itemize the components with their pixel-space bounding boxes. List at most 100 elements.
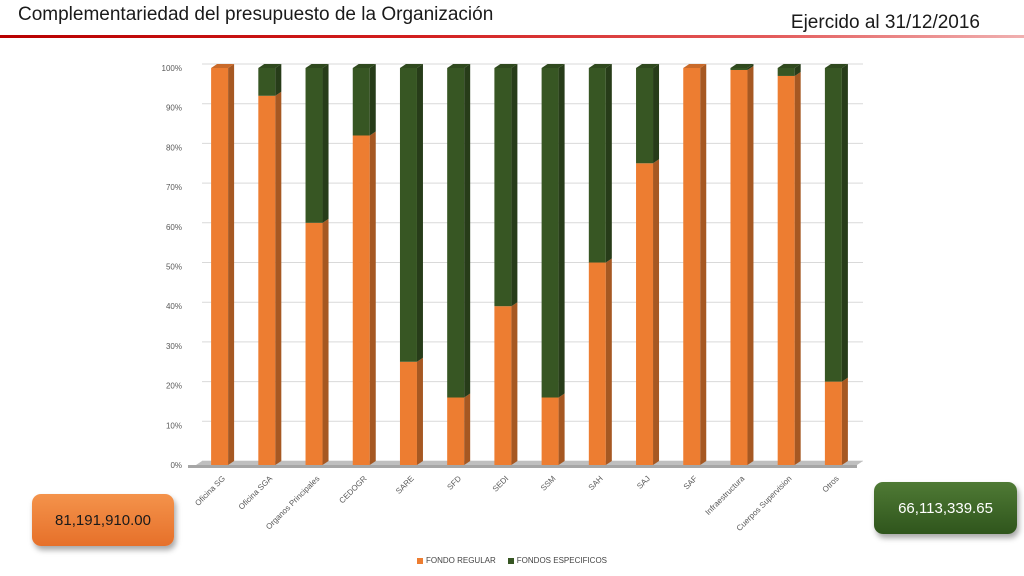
legend-swatch-especificos [507,557,514,564]
bar-face [683,68,701,465]
bar-face [636,163,654,465]
bar-side [322,64,329,223]
bar-fondos-especificos [636,64,660,164]
y-tick-label: 100% [162,64,182,73]
x-tick-label: SAF [682,474,699,491]
bar-face [399,68,417,362]
x-tick-label: SAJ [635,474,652,491]
y-tick-label: 40% [166,302,182,311]
header-divider [0,35,1024,38]
bar-group [399,64,423,465]
bar-face [399,361,417,465]
bar-face [777,68,795,76]
bar-side [653,64,660,164]
bar-group [352,64,376,466]
bar-face [588,262,606,465]
page-title: Complementariedad del presupuesto de la … [18,4,494,25]
bar-side [369,131,376,466]
bar-top [494,64,518,68]
bar-side [416,357,423,465]
y-tick-label: 70% [166,183,182,192]
bar-fondos-especificos [258,64,282,96]
bar-fondo-regular [730,65,754,466]
floor-front [188,465,857,468]
total-fondos-especificos-value: 66,113,339.65 [898,499,993,517]
x-tick-label: SEDI [491,474,511,494]
y-tick-label: 80% [166,143,182,152]
bar-fondo-regular [824,377,848,465]
bar-top [730,64,754,68]
bar-face [258,68,276,96]
bar-fondos-especificos [399,64,423,362]
bar-side [841,64,848,382]
floor-top [196,461,863,465]
y-axis: 0% 10% 20% 30% 40% 50% 60% 70% 80% 90% 100% [162,64,182,470]
bar-group [494,64,518,465]
x-tick-label: Infraestructura [704,474,747,517]
bar-side [464,64,471,398]
x-tick-label: Oficina SGA [237,474,275,512]
legend-label-especificos: FONDOS ESPECIFICOS [516,556,608,565]
bar-side [747,65,754,466]
bar-fondos-especificos [824,64,848,382]
bar-side [794,71,801,465]
legend-label-regular: FONDO REGULAR [425,556,496,565]
bar-face [777,75,795,465]
bar-fondo-regular [777,71,801,465]
bar-top [211,64,235,68]
bar-face [211,68,229,465]
bar-group [777,64,801,465]
y-tick-label: 60% [166,223,182,232]
x-tick-label: SAH [587,474,605,492]
chart-floor [188,461,863,468]
bar-side [416,64,423,362]
total-fondo-regular-value: 81,191,910.00 [55,511,151,529]
bar-fondos-especificos [305,64,329,223]
x-tick-label: Otros [821,474,841,494]
bar-face [352,135,370,466]
bar-side [700,64,707,465]
bar-top [399,64,423,68]
chart-legend: FONDO REGULAR FONDOS ESPECIFICOS [0,556,1024,565]
total-fondo-regular: 81,191,910.00 [32,494,174,546]
bar-face [305,68,323,223]
bar-side [369,64,376,136]
bar-fondo-regular [541,393,565,465]
bar-group [211,64,235,465]
bar-top [305,64,329,68]
grid-layer [202,63,863,462]
bar-side [511,64,518,307]
x-tick-label: Oficina SG [193,474,227,508]
bar-fondo-regular [399,357,423,465]
bar-side [322,218,329,465]
bar-side [275,64,282,96]
bar-face [258,95,276,465]
bar-group [588,64,612,465]
total-fondos-especificos: 66,113,339.65 [874,482,1017,534]
bar-face [447,397,465,465]
bar-fondo-regular [636,159,660,465]
bar-face [541,68,559,398]
bar-fondos-especificos [541,64,565,398]
bar-face [494,68,512,307]
y-tick-label: 0% [170,461,182,470]
legend-swatch-regular [416,557,423,564]
bar-top [541,64,565,68]
bar-side [511,302,518,465]
bar-group [683,64,707,465]
bar-face [636,68,654,164]
y-tick-label: 90% [166,104,182,113]
x-tick-label: SFD [445,474,463,492]
bar-side [605,258,612,465]
bar-fondo-regular [447,393,471,465]
bar-face [730,69,748,466]
bar-top [352,64,376,68]
bar-side [747,64,754,70]
bar-side [653,159,660,465]
bar-top [447,64,471,68]
bar-side [558,64,565,398]
bar-fondos-especificos [352,64,376,136]
bar-group [258,64,282,465]
bar-group [305,64,329,465]
